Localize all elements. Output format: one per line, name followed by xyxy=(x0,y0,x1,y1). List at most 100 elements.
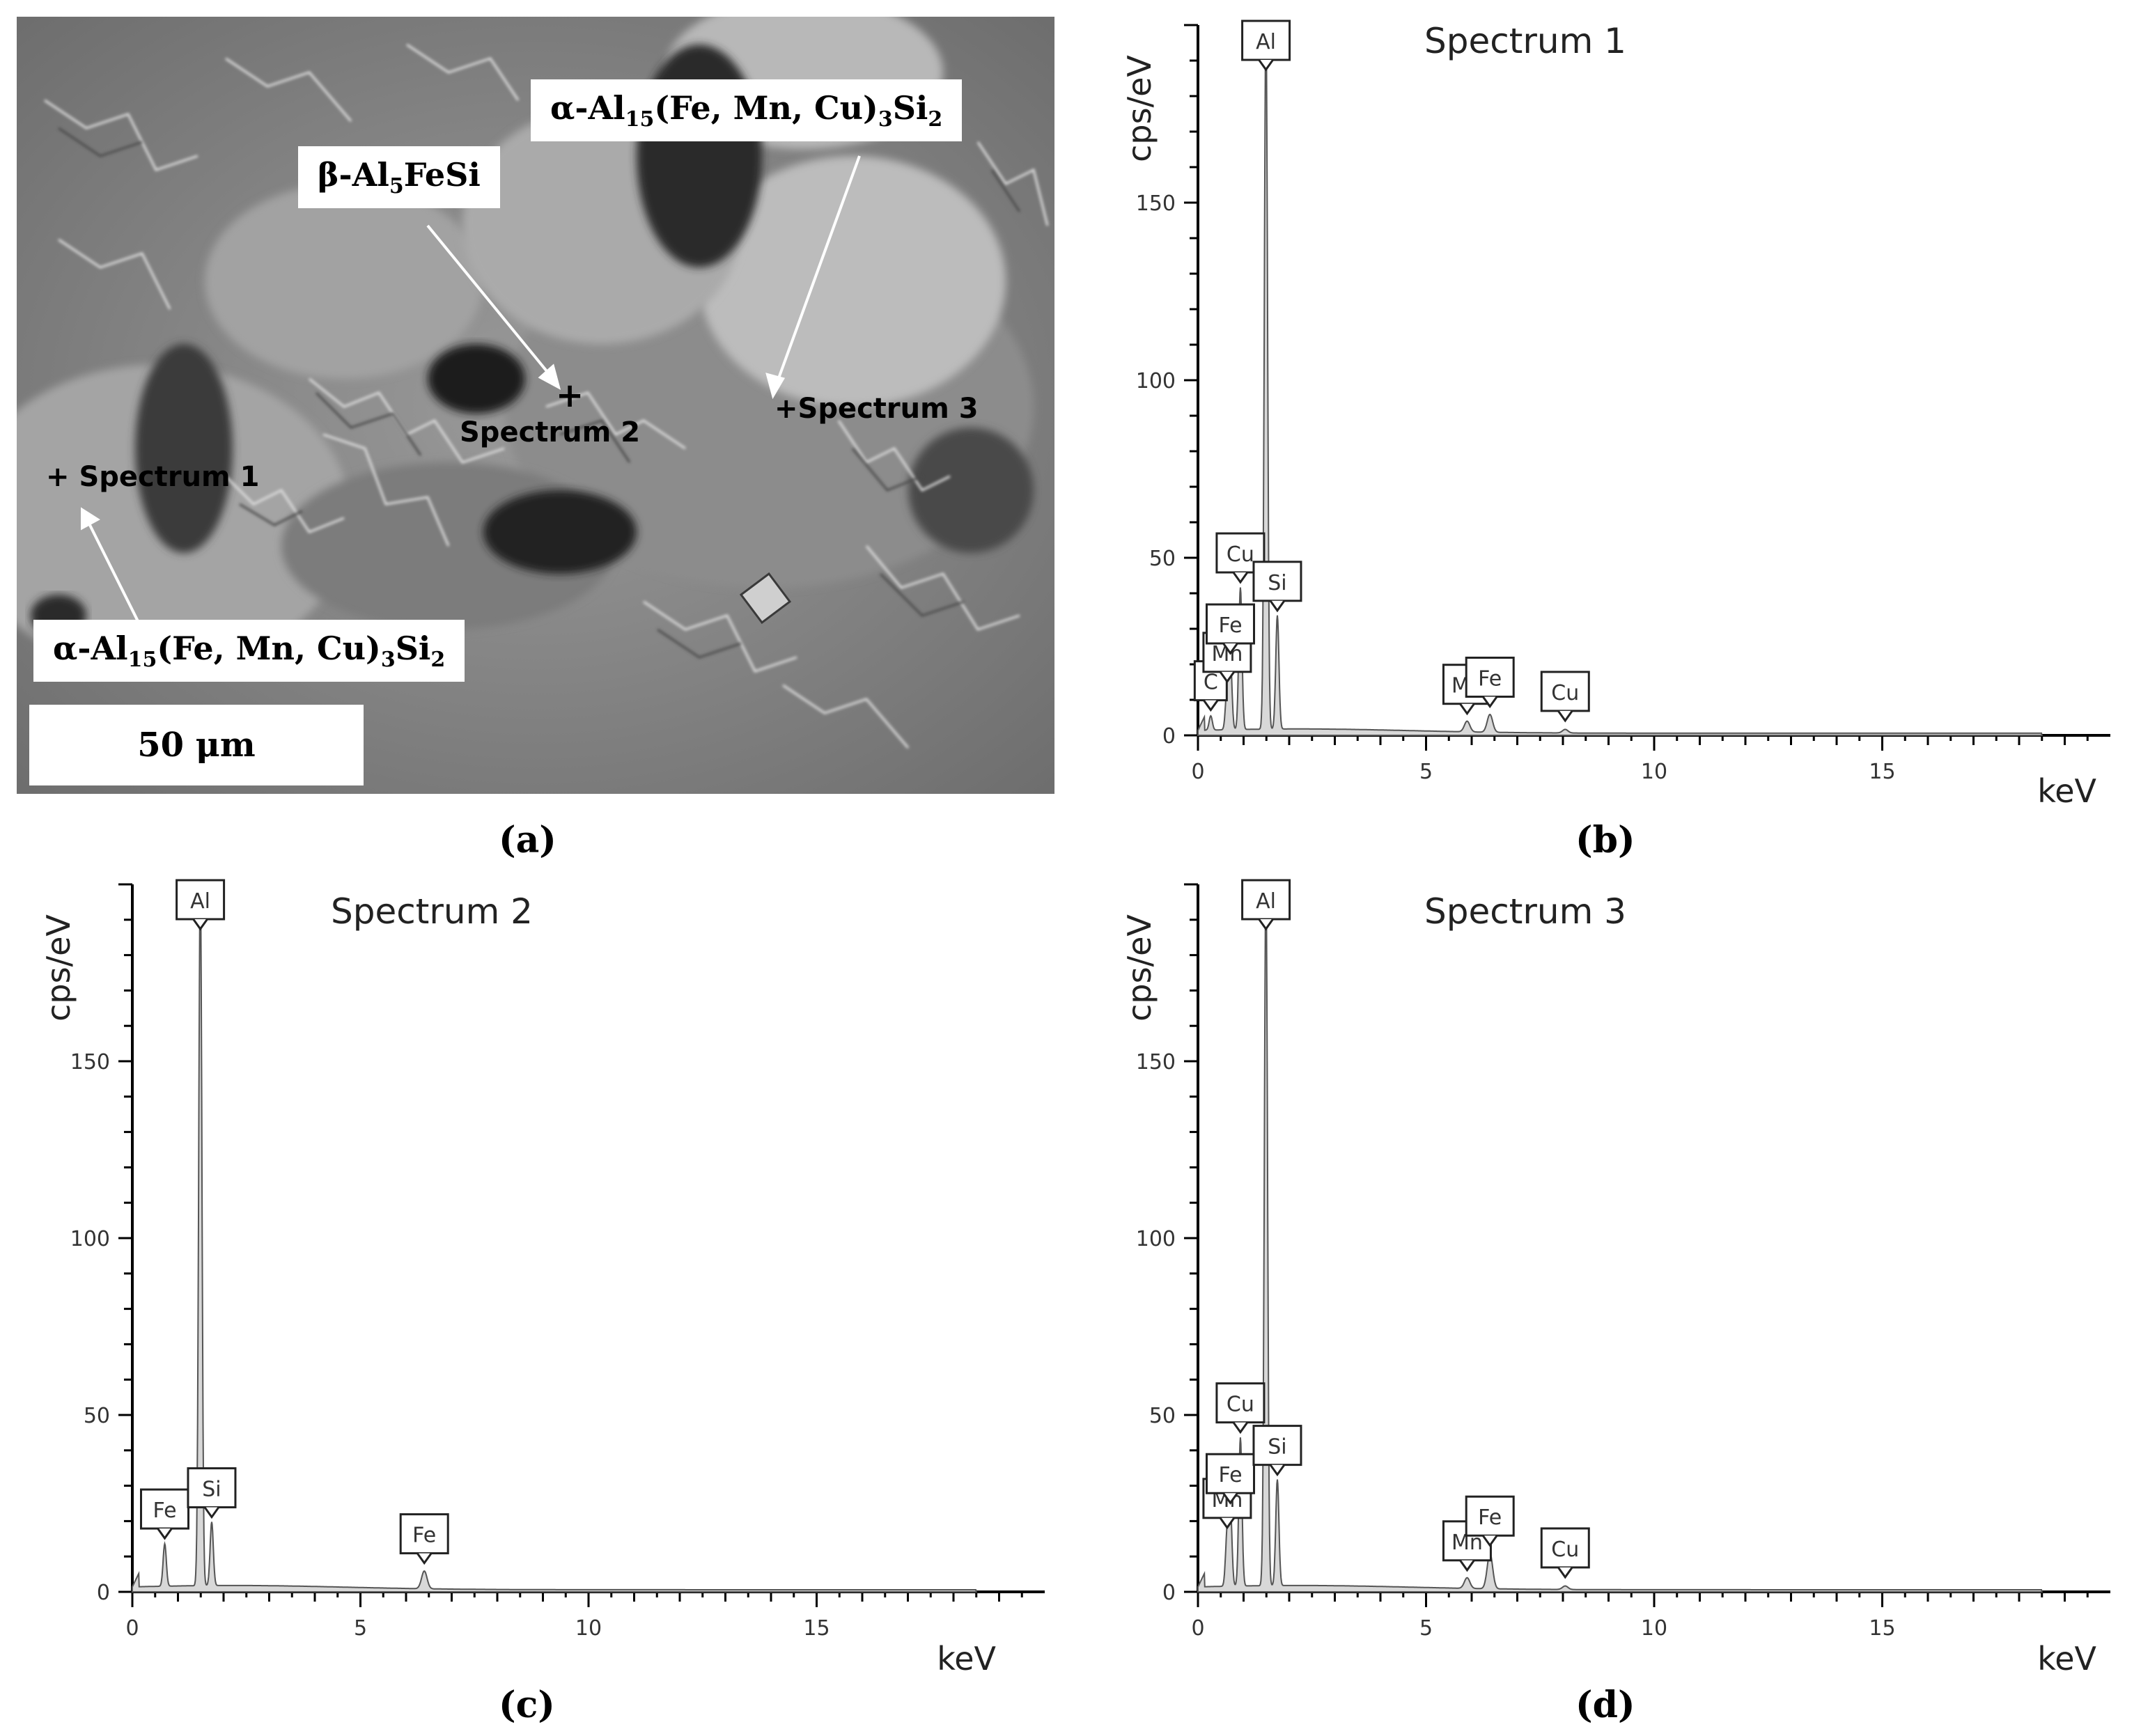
peak-label-text: Cu xyxy=(1551,681,1579,705)
y-tick-label: 0 xyxy=(1162,724,1176,749)
peak-label-text: Al xyxy=(190,889,210,914)
chart-title: Spectrum 2 xyxy=(331,891,533,932)
peak-label-box xyxy=(1241,19,1291,61)
peak-label-si: Si xyxy=(187,1467,237,1519)
peak-label-text: Cu xyxy=(1227,542,1254,567)
panel-label-a: (a) xyxy=(499,819,556,861)
peak-label-pointer xyxy=(192,918,208,931)
spectrum-area xyxy=(1197,24,2043,736)
spectrum-3-marker: +Spectrum 3 xyxy=(774,393,979,425)
x-tick-label: 15 xyxy=(1869,760,1895,784)
panel-label-c: (c) xyxy=(499,1684,555,1726)
peak-label-pointer xyxy=(1258,918,1274,931)
peak-label-pointer xyxy=(1481,1535,1498,1547)
y-tick-label: 100 xyxy=(1136,1227,1176,1251)
x-tick-label: 15 xyxy=(1869,1616,1895,1641)
y-axis-label: cps/eV xyxy=(1121,914,1158,1022)
y-tick-label: 0 xyxy=(1162,1581,1176,1605)
y-tick-label: 50 xyxy=(84,1404,110,1428)
peak-label-text: Fe xyxy=(1478,667,1502,691)
peak-label-pointer xyxy=(157,1528,173,1540)
scale-bar: 50 μm xyxy=(29,705,364,785)
peak-label-pointer xyxy=(1219,671,1236,684)
x-tick-label: 5 xyxy=(1419,760,1433,784)
alpha-phase-label-top: α-Al15(Fe, Mn, Cu)3Si2 xyxy=(531,79,963,142)
peak-label-pointer xyxy=(416,1552,433,1565)
peak-label-text: Si xyxy=(202,1478,221,1502)
peak-label-pointer xyxy=(1219,1517,1236,1530)
peak-label-pointer xyxy=(1232,572,1249,584)
peak-label-pointer xyxy=(1269,600,1286,613)
spectrum-chart-c: 0 50 100 150 0 5 10 15 cps/eV keV Spectrum 2 Fe Al Si… xyxy=(40,879,1045,1678)
y-axis-label: cps/eV xyxy=(40,914,77,1022)
peak-label-pointer xyxy=(1258,59,1274,72)
peak-label-fe: Fe xyxy=(1206,603,1256,655)
peak-label-pointer xyxy=(1269,1464,1286,1477)
peak-label-box xyxy=(176,879,226,921)
peak-label-text: Si xyxy=(1268,1435,1286,1460)
peak-label-pointer xyxy=(1459,1559,1475,1572)
peak-label-fe: Fe xyxy=(1465,1495,1515,1547)
x-axis-label: keV xyxy=(937,1640,996,1678)
peak-label-box xyxy=(1540,1527,1590,1569)
peak-label-cu: Cu xyxy=(1215,532,1266,584)
panel-label-b: (b) xyxy=(1575,819,1635,861)
peak-label-pointer xyxy=(1203,699,1219,712)
x-tick-label: 15 xyxy=(803,1616,830,1641)
y-tick-label: 50 xyxy=(1149,547,1176,571)
peak-label-cu: Cu xyxy=(1540,1527,1590,1579)
peak-label-si: Si xyxy=(1252,1425,1302,1477)
peak-label-box xyxy=(1465,657,1515,698)
spectrum-1-marker: + Spectrum 1 xyxy=(46,461,260,493)
peak-label-box xyxy=(187,1467,237,1509)
peak-label-text: Cu xyxy=(1551,1538,1579,1562)
peak-label-al: Al xyxy=(176,879,226,931)
peak-label-box xyxy=(1252,561,1302,602)
sem-image xyxy=(0,0,1054,794)
peak-label-fe: Fe xyxy=(140,1488,190,1540)
peak-label-pointer xyxy=(1232,1421,1249,1434)
x-tick-label: 10 xyxy=(1641,1616,1667,1641)
peak-label-text: Fe xyxy=(1478,1506,1502,1530)
peak-label-pointer xyxy=(1459,703,1475,716)
y-tick-label: 100 xyxy=(1136,369,1176,393)
peak-label-pointer xyxy=(203,1506,220,1519)
x-tick-label: 0 xyxy=(1191,1616,1204,1641)
peak-label-box xyxy=(1465,1495,1515,1537)
x-tick-label: 5 xyxy=(354,1616,367,1641)
peak-label-text: Fe xyxy=(412,1524,436,1548)
peak-label-text: Fe xyxy=(1218,613,1242,638)
x-tick-label: 10 xyxy=(1641,760,1667,784)
peak-label-fe: Fe xyxy=(399,1513,449,1565)
peak-label-fe: Fe xyxy=(1206,1453,1256,1505)
x-tick-label: 0 xyxy=(1191,760,1204,784)
peak-label-text: C xyxy=(1204,671,1218,695)
peak-label-pointer xyxy=(1557,1567,1573,1579)
y-tick-label: 0 xyxy=(97,1581,110,1605)
peak-label-cu: Cu xyxy=(1215,1382,1266,1434)
peak-label-text: Si xyxy=(1268,571,1286,595)
peak-label-text: Fe xyxy=(153,1499,176,1523)
x-tick-label: 10 xyxy=(575,1616,602,1641)
peak-label-pointer xyxy=(1557,710,1573,723)
peak-label-text: Cu xyxy=(1227,1393,1254,1417)
peak-label-box xyxy=(140,1488,190,1530)
peak-label-al: Al xyxy=(1241,19,1291,72)
peak-label-text: Al xyxy=(1256,30,1276,54)
peak-label-text: Fe xyxy=(1218,1463,1242,1487)
x-tick-label: 0 xyxy=(125,1616,139,1641)
alpha-phase-label-bottom: α-Al15(Fe, Mn, Cu)3Si2 xyxy=(33,620,465,682)
peak-label-text: Al xyxy=(1256,889,1276,914)
y-tick-label: 150 xyxy=(1136,1050,1176,1074)
x-axis-label: keV xyxy=(2037,1640,2096,1678)
y-tick-label: 150 xyxy=(1136,191,1176,216)
sem-micrograph xyxy=(0,0,1054,794)
x-axis-label: keV xyxy=(2037,772,2096,810)
y-tick-label: 100 xyxy=(70,1227,110,1251)
peak-label-pointer xyxy=(1222,643,1238,655)
x-tick-label: 5 xyxy=(1419,1616,1433,1641)
panel-label-d: (d) xyxy=(1575,1684,1635,1726)
spectrum-2-cross: + xyxy=(556,376,584,415)
chart-title: Spectrum 1 xyxy=(1424,21,1626,61)
